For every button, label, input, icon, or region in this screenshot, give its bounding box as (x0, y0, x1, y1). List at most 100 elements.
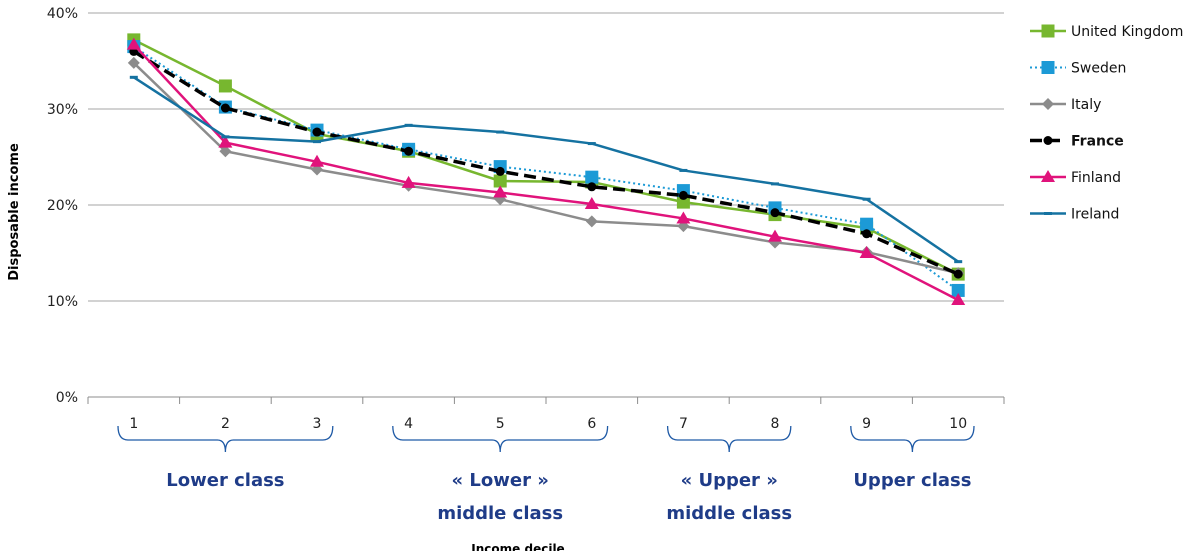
brace (392, 425, 609, 453)
point (954, 260, 963, 264)
x-tick-label: 4 (404, 416, 413, 432)
series-ireland (129, 75, 963, 264)
series-line (133, 38, 959, 276)
y-tick-label: 10% (47, 294, 78, 310)
legend: United Kingdom Sweden Italy France Finland Ir… (1030, 24, 1183, 223)
legend-item: Italy (1030, 97, 1101, 113)
point (862, 197, 871, 201)
point (587, 182, 597, 192)
point (860, 217, 874, 231)
series-line (132, 49, 959, 276)
point (587, 142, 596, 146)
point (1041, 61, 1055, 74)
group-label: Upper class (853, 470, 971, 491)
point (404, 123, 413, 127)
y-tick-label: 20% (47, 198, 78, 214)
point (1041, 24, 1055, 38)
x-tick-label: 2 (221, 416, 230, 432)
point (584, 197, 599, 210)
x-tick-label: 7 (679, 416, 688, 432)
y-tick-label: 0% (56, 390, 78, 406)
legend-label: Ireland (1071, 207, 1119, 223)
x-tick-label: 5 (496, 416, 505, 432)
group-label: Lower class (166, 470, 284, 491)
x-tick-labels: 1 2 3 4 5 6 7 8 9 10 (129, 416, 967, 432)
series-sweden (127, 40, 965, 297)
point (221, 135, 230, 139)
x-tick-label: 10 (949, 416, 967, 432)
x-tick-label: 6 (587, 416, 596, 432)
group-label: « Lower » (452, 470, 549, 491)
group-label: middle class (437, 503, 563, 524)
class-groups: Lower class « Lower »middle class« Upper … (117, 425, 975, 524)
series-line (132, 62, 959, 275)
legend-item: United Kingdom (1030, 24, 1183, 40)
y-tick-label: 30% (47, 102, 78, 118)
x-tick-label: 3 (313, 416, 322, 432)
series-finland (126, 37, 966, 306)
point (493, 185, 508, 198)
series-line (132, 43, 959, 302)
point (953, 269, 963, 279)
x-tick-label: 9 (862, 416, 871, 432)
point (310, 154, 324, 167)
series-line (133, 45, 959, 292)
x-axis (87, 396, 1005, 404)
brace (666, 425, 792, 453)
legend-item: France (1030, 134, 1124, 150)
series-lines (126, 33, 966, 306)
point (401, 175, 416, 188)
legend-label: France (1071, 134, 1124, 150)
x-axis-label: Income decile (471, 542, 564, 551)
group-label: « Upper » (681, 470, 778, 491)
group-label: middle class (666, 503, 792, 524)
point (1043, 136, 1053, 145)
point (768, 229, 782, 242)
y-axis-label: Disposable income (7, 143, 22, 281)
point (129, 75, 138, 79)
legend-label: Finland (1071, 170, 1121, 186)
y-tick-label: 40% (47, 6, 78, 22)
point (862, 229, 872, 239)
brace (850, 425, 975, 453)
point (220, 103, 230, 113)
legend-label: Sweden (1071, 61, 1126, 77)
point (496, 130, 505, 134)
x-tick-label: 8 (771, 416, 780, 432)
class-group: « Upper » middle class (666, 425, 792, 524)
point (771, 182, 779, 186)
grid (88, 12, 1004, 302)
point (126, 37, 141, 50)
class-group: Lower class (117, 425, 334, 491)
point (218, 79, 232, 93)
point (1042, 98, 1054, 110)
class-group: « Lower » middle class (392, 425, 609, 524)
legend-item: Ireland (1030, 207, 1119, 223)
point (313, 140, 321, 144)
point (404, 146, 414, 156)
point (218, 135, 233, 148)
point (493, 174, 507, 188)
legend-label: Italy (1071, 97, 1101, 113)
point (859, 246, 874, 258)
series-line (133, 76, 959, 263)
point (585, 170, 599, 184)
point (770, 208, 780, 218)
point (127, 56, 140, 69)
brace (117, 425, 334, 453)
x-tick-label: 1 (129, 416, 138, 432)
point (678, 190, 688, 200)
legend-label: United Kingdom (1071, 24, 1183, 40)
y-tick-labels: 0% 10% 20% 30% 40% (47, 6, 78, 406)
point (679, 168, 688, 172)
point (312, 127, 322, 137)
point (585, 215, 598, 228)
series-france (129, 46, 963, 279)
point (676, 211, 691, 224)
point (495, 166, 505, 176)
point (1041, 170, 1055, 182)
legend-item: Finland (1030, 170, 1121, 186)
series-italy (127, 56, 965, 280)
legend-item: Sweden (1030, 61, 1126, 77)
